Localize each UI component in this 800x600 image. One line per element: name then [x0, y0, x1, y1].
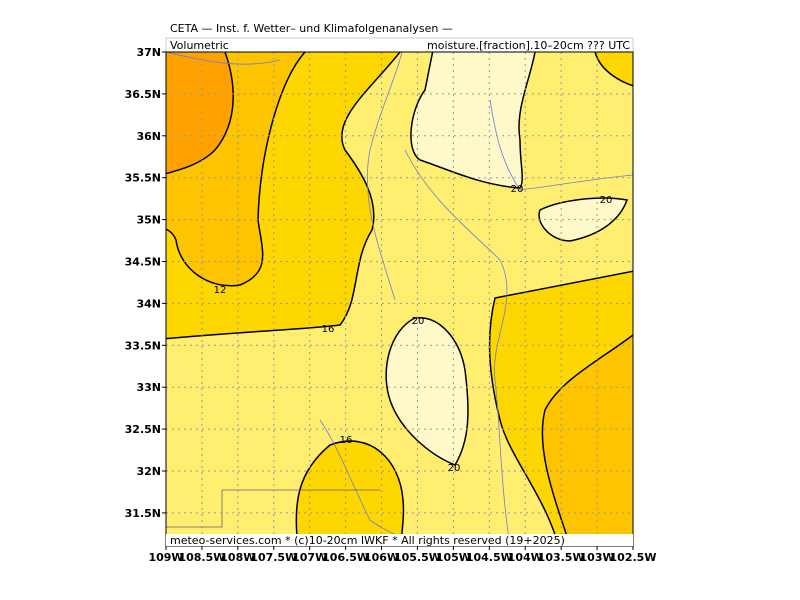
- footer-box: [166, 534, 633, 546]
- y-tick-label: 31.5N: [125, 507, 161, 520]
- contour-label: 16: [340, 435, 353, 446]
- y-tick-label: 35N: [136, 214, 161, 227]
- x-tick-label: 108W: [220, 551, 255, 564]
- grid: [166, 52, 633, 546]
- y-tick-label: 36N: [136, 130, 161, 143]
- contour-label: 20: [600, 195, 613, 206]
- map-fields: [166, 52, 633, 546]
- x-tick-label: 105W: [436, 551, 471, 564]
- subtitle-right: moisture.[fraction].10–20cm ??? UTC: [427, 39, 630, 52]
- contour-region: [295, 440, 405, 546]
- y-tick-label: 36.5N: [125, 88, 161, 101]
- axis-ticks: 109W108.5W108W107.5W107W106.5W106W105.5W…: [125, 46, 657, 564]
- x-tick-label: 104.5W: [466, 551, 513, 564]
- contour-region: [594, 52, 633, 87]
- x-tick-label: 109W: [148, 551, 183, 564]
- x-tick-label: 103.5W: [538, 551, 585, 564]
- contour-label: 20: [511, 184, 524, 195]
- x-tick-label: 105.5W: [394, 551, 441, 564]
- contour-label: 12: [214, 285, 227, 296]
- contour-label: 20: [412, 316, 425, 327]
- x-tick-label: 107W: [292, 551, 327, 564]
- subtitle-left: Volumetric: [170, 39, 229, 52]
- x-tick-label: 108.5W: [178, 551, 225, 564]
- y-tick-label: 33.5N: [125, 339, 161, 352]
- x-tick-label: 102.5W: [610, 551, 657, 564]
- river: [489, 99, 633, 191]
- border-line: [166, 489, 380, 528]
- contour-label: 16: [322, 324, 335, 335]
- river: [166, 52, 281, 65]
- contour-region: [410, 52, 536, 189]
- y-tick-label: 33N: [136, 381, 161, 394]
- title-line: CETA — Inst. f. Wetter– und Klimafolgena…: [170, 22, 453, 35]
- contour-region: [385, 317, 469, 466]
- contour-label: 20: [448, 463, 461, 474]
- x-tick-label: 103W: [580, 551, 615, 564]
- x-tick-label: 106.5W: [322, 551, 369, 564]
- y-tick-label: 32N: [136, 465, 161, 478]
- river: [404, 149, 511, 546]
- y-tick-label: 34.5N: [125, 256, 161, 269]
- x-tick-label: 104W: [508, 551, 543, 564]
- footer: meteo-services.com * (c)10-20cm IWKF * A…: [170, 534, 565, 547]
- x-tick-label: 107.5W: [250, 551, 297, 564]
- contour-region: [166, 52, 234, 175]
- contour-region: [541, 334, 633, 546]
- y-tick-label: 32.5N: [125, 423, 161, 436]
- x-tick-label: 106W: [364, 551, 399, 564]
- y-tick-label: 34N: [136, 297, 161, 310]
- y-tick-label: 37N: [136, 46, 161, 59]
- y-tick-label: 35.5N: [125, 172, 161, 185]
